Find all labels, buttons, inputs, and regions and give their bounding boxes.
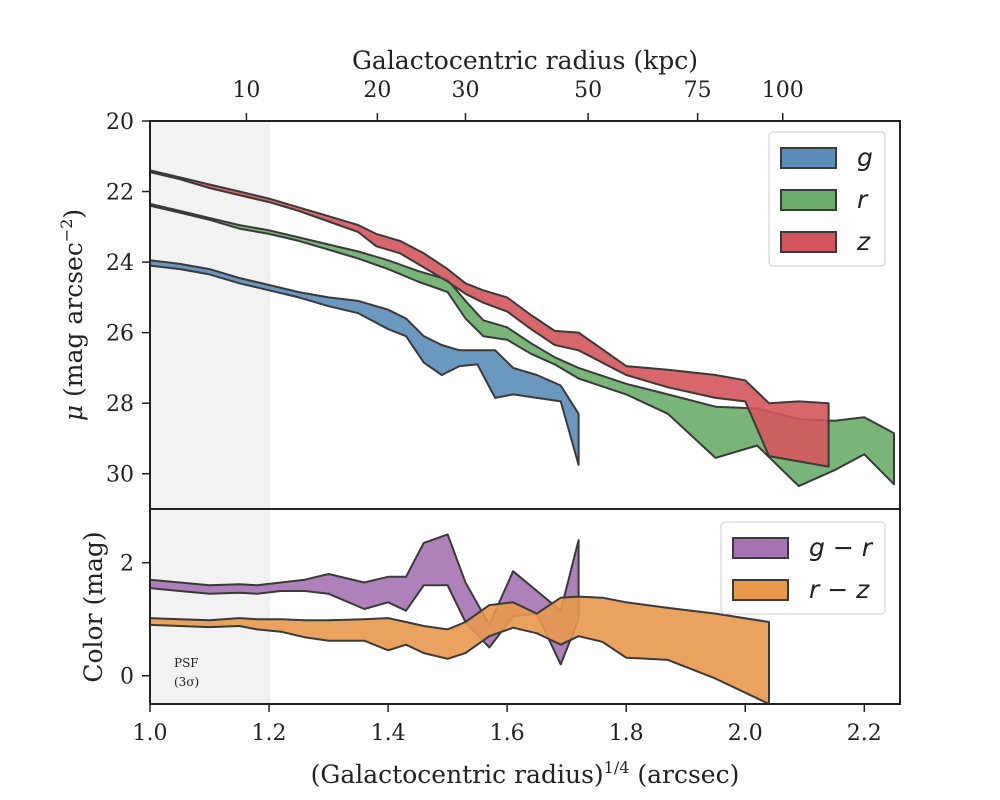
psf-shade-region [150,509,270,704]
x-axis-title-unit: (arcsec) [629,760,739,789]
x-axis-title-exponent: 1/4 [604,758,630,777]
legends-group: grz g − r r − z [720,131,886,615]
legend-label: g [857,143,873,172]
legend-swatch [780,189,837,211]
top-tick-label: 50 [574,78,602,103]
psf-shade-region [150,121,270,509]
legend-label: g − r [809,533,874,562]
legend-swatch [780,231,837,253]
top-y-axis-title: μ (mag arcsec−2) [57,209,88,421]
top-tick-label: 30 [451,78,479,103]
top-panel-series [150,169,895,488]
legend-swatch [732,537,789,559]
top-axis-title: Galactocentric radius (kpc) [352,46,698,75]
y-axis-title-symbol: μ [59,405,88,421]
bottom-panel-series [150,533,770,704]
x-tick-label: 2.2 [847,721,882,746]
top-tick-label: 10 [232,78,260,103]
color-y-tick-label: 2 [120,552,134,577]
y-tick-label: 30 [106,463,134,488]
psf-annotation-label: PSF [174,656,199,670]
top-tick-label: 100 [762,78,804,103]
band-z [150,169,830,468]
axes-group: 20 22 24 26 28 30 0 2 1.0 1.2 1.4 1.6 1.8 2.0 2.2 10 20 3… [106,78,882,746]
x-axis-title: (Galactocentric radius)1/4 (arcsec) [311,758,740,789]
legend-label: r [857,185,869,214]
y-tick-label: 20 [106,110,134,135]
x-tick-label: 2.0 [728,721,763,746]
band-g [150,259,580,466]
bottom-y-axis-title: Color (mag) [79,531,108,682]
y-tick-label: 28 [106,392,134,417]
legend-label: z [856,227,871,256]
legend-swatch [732,579,789,601]
y-tick-label: 22 [106,181,134,206]
y-axis-title-close: ) [59,209,88,219]
top-tick-label: 75 [684,78,712,103]
legend-label: r − z [809,575,870,604]
x-tick-label: 1.0 [133,721,168,746]
y-tick-label: 26 [106,322,134,347]
legend-swatch [780,147,837,169]
x-axis-title-text: (Galactocentric radius) [311,760,604,789]
band-r [150,202,895,488]
y-tick-label: 24 [106,251,134,276]
band-rz [150,595,770,704]
top-tick-label: 20 [363,78,391,103]
x-tick-label: 1.8 [609,721,644,746]
psf-annotation-sigma: (3σ) [174,675,199,689]
color-y-tick-label: 0 [120,665,134,690]
bottom-panel-frame [149,508,901,705]
x-tick-label: 1.4 [371,721,406,746]
y-axis-title-unit: (mag arcsec [59,242,88,405]
x-tick-label: 1.2 [252,721,287,746]
x-tick-label: 1.6 [490,721,525,746]
y-axis-title-exponent: −2 [57,219,76,243]
